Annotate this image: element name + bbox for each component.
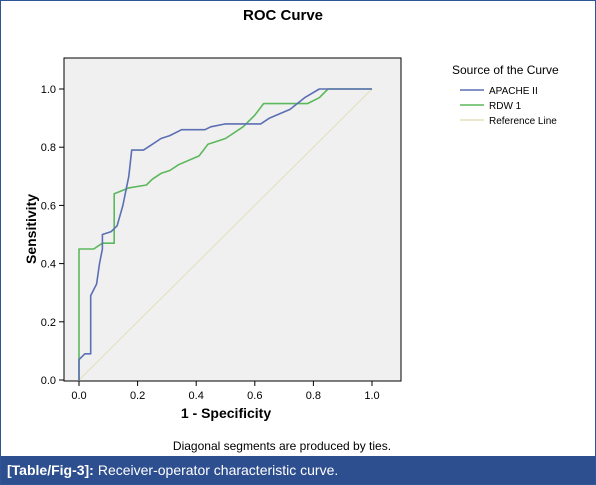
chart-footnote: Diagonal segments are produced by ties. [173, 439, 391, 453]
x-tick-label: 0.0 [71, 390, 86, 402]
series-line-reference-line [78, 88, 373, 381]
caption-tag: [Table/Fig-3]: [7, 462, 94, 478]
y-tick-label: 0.2 [41, 317, 56, 329]
y-tick-label: 0.0 [41, 375, 56, 387]
y-axis-label: Sensitivity [23, 194, 39, 264]
x-tick-label: 1.0 [364, 390, 379, 402]
caption-bar: [Table/Fig-3]: Receiver-operator characte… [1, 456, 595, 484]
y-tick-label: 0.4 [41, 259, 56, 271]
series-line-rdw-1 [78, 88, 372, 380]
roc-chart: ROC Curve 0.0 0.2 0.4 0.6 0.8 1.0 0.0 0.2 0.4 0.6… [23, 7, 559, 453]
legend-label-reference-line: Reference Line [489, 116, 557, 127]
legend-label-rdw-1: RDW 1 [489, 101, 522, 112]
legend-label-apache-ii: APACHE II [489, 86, 538, 97]
caption-text: Receiver-operator characteristic curve. [97, 462, 339, 478]
chart-title: ROC Curve [243, 7, 323, 24]
legend-title: Source of the Curve [452, 63, 559, 77]
plot-area [63, 57, 402, 382]
series-line-apache-ii [78, 88, 372, 380]
x-tick-label: 0.2 [130, 390, 145, 402]
series-layer [78, 88, 373, 381]
x-tick-label: 0.8 [306, 390, 321, 402]
x-axis-label: 1 - Specificity [181, 405, 271, 421]
axis-ticks: 0.0 0.2 0.4 0.6 0.8 1.0 0.0 0.2 0.4 0.6 0.8 1.0 [41, 84, 380, 402]
y-tick-label: 1.0 [41, 84, 56, 96]
y-tick-label: 0.6 [41, 200, 56, 212]
x-tick-label: 0.6 [247, 390, 262, 402]
x-tick-label: 0.4 [189, 390, 204, 402]
y-tick-label: 0.8 [41, 142, 56, 154]
legend: APACHE II RDW 1 Reference Line [460, 86, 557, 127]
